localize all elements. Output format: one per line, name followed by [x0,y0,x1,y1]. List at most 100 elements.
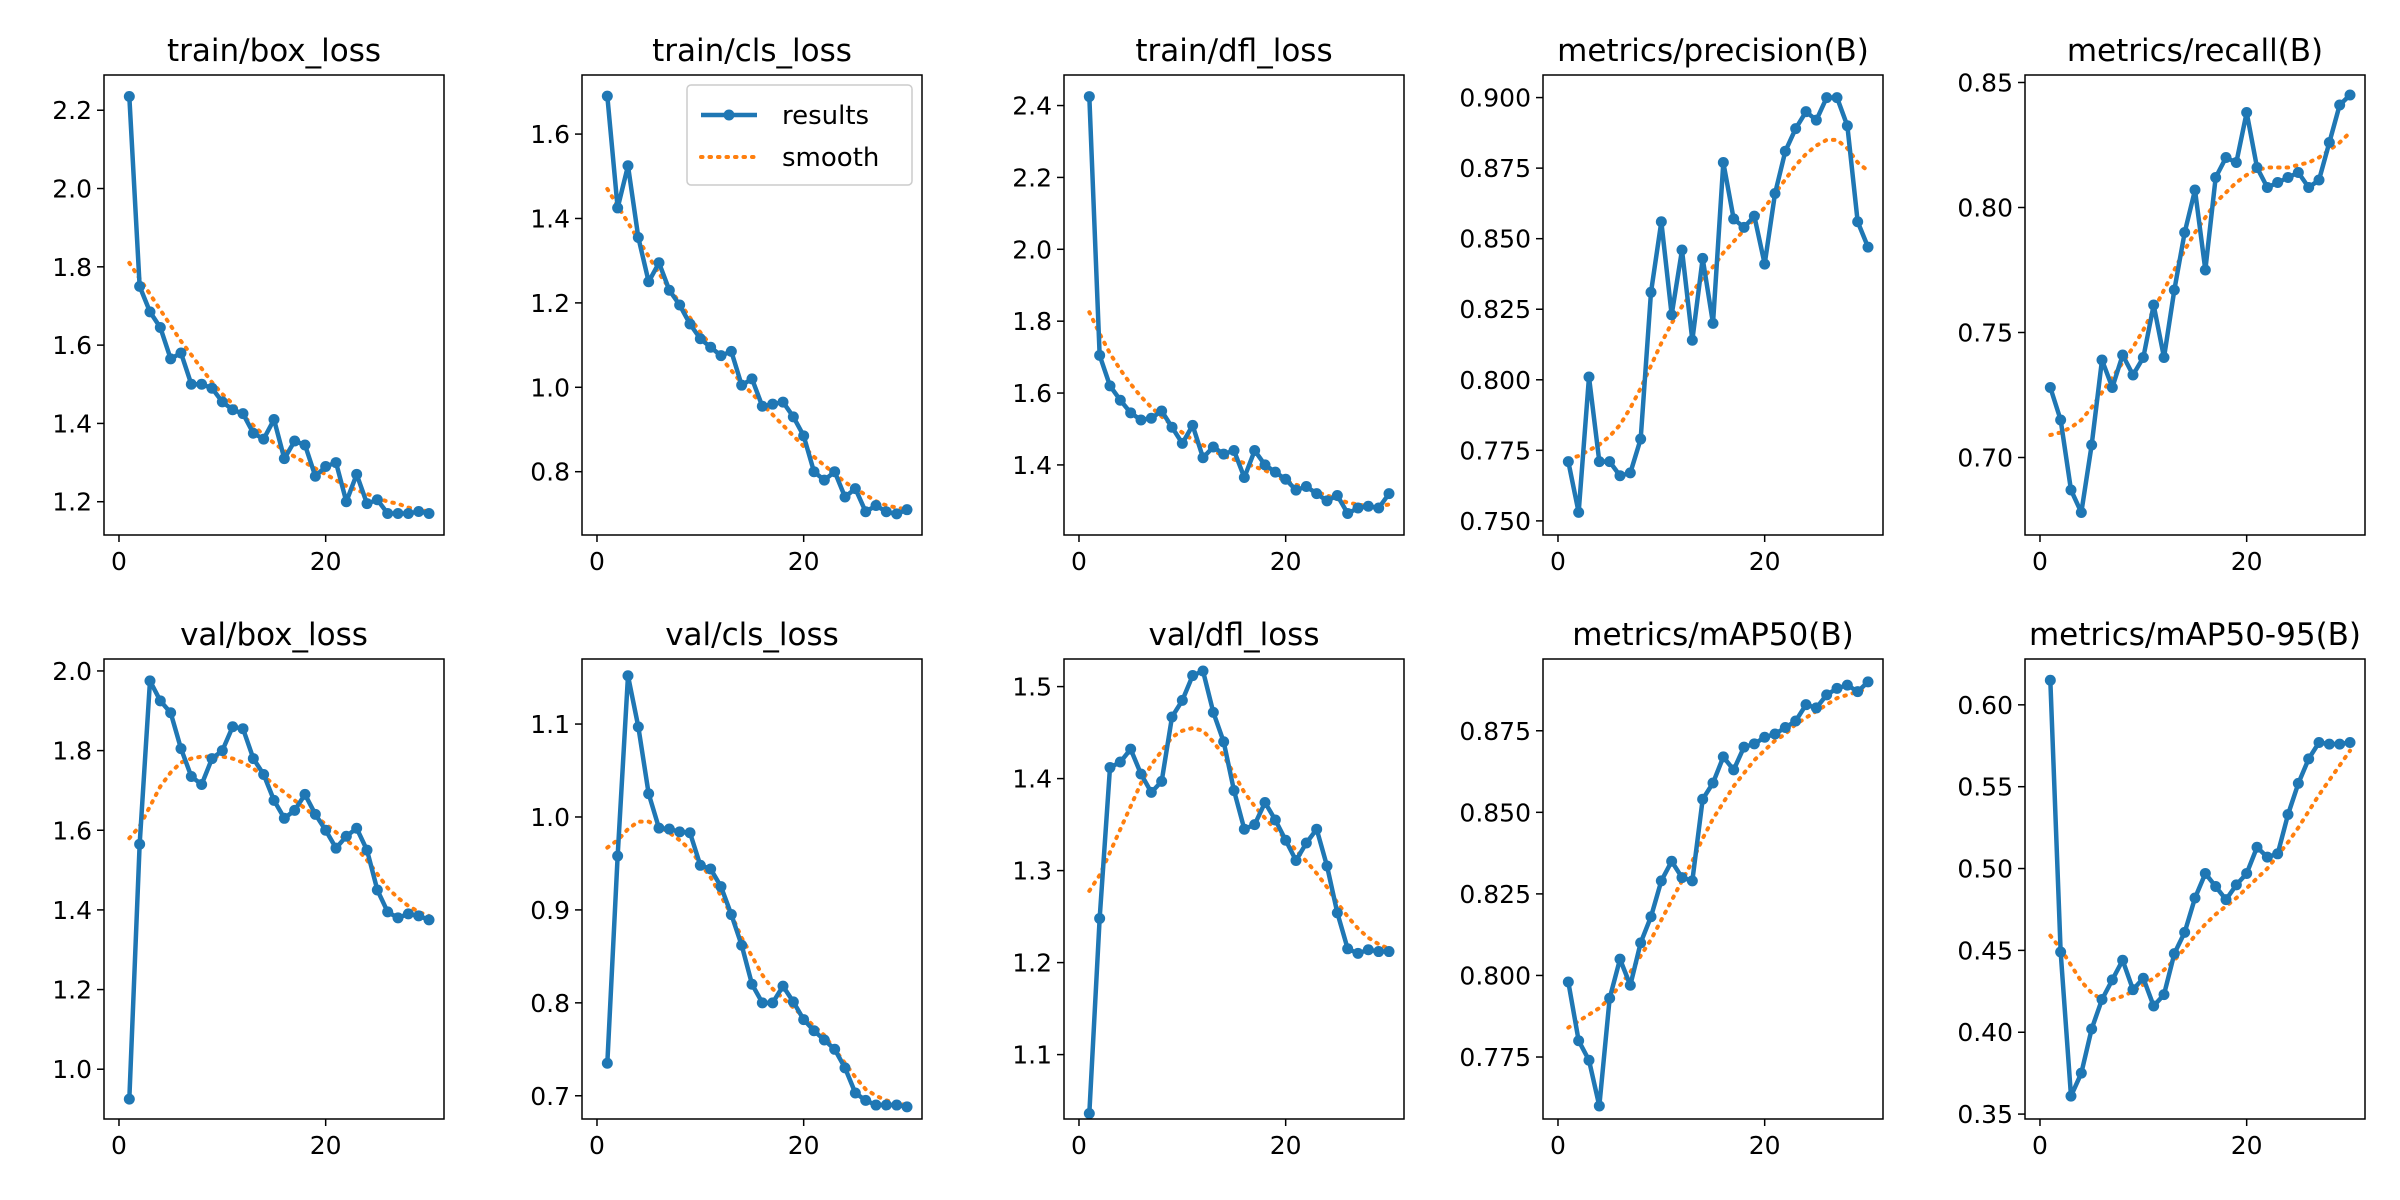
x-tick-label: 20 [310,1131,342,1160]
results-point [1311,823,1323,835]
results-point [901,504,913,516]
panel-metrics-map50-b: metrics/mAP50(B) 0.775 0.800 0.825 0.850 0.87… [1459,617,1884,1160]
results-point [1831,92,1843,104]
results-point [612,202,624,214]
series-results-line [127,678,430,1100]
series-results-line [1087,668,1390,1114]
results-point [2065,1090,2077,1102]
y-tick-label: 2.0 [52,657,92,686]
y-tick-label: 0.875 [1459,154,1531,183]
results-point [880,506,892,518]
results-point [622,160,634,172]
results-point [2086,1023,2098,1035]
results-point [1280,834,1292,846]
results-point [1249,445,1261,457]
results-point [767,997,779,1009]
results-point [2292,777,2304,789]
panel-title: val/cls_loss [665,617,839,653]
results-point [1362,500,1374,512]
results-point [216,745,228,757]
panel-title: val/dfl_loss [1149,617,1320,653]
results-point [612,850,624,862]
results-point [423,507,435,519]
results-point [278,453,290,465]
results-point [2344,736,2356,748]
results-point [1593,456,1605,468]
results-point [870,499,882,511]
results-point [1269,814,1281,826]
results-point [1342,507,1354,519]
axes-frame [103,658,445,1120]
results-point [2075,1067,2087,1079]
results-point [1125,743,1137,755]
results-point [1862,676,1874,688]
panel-val-dfl-loss: val/dfl_loss 1.1 1.2 1.3 1.4 1.5 0 20 [1012,617,1405,1160]
results-point [1197,452,1209,464]
y-tick-label: 0.900 [1459,84,1531,113]
results-point [382,906,394,918]
results-point [2210,172,2222,183]
results-point [1352,502,1364,514]
results-point [1573,506,1585,518]
results-point [154,322,166,334]
results-point [1238,823,1250,835]
results-point [2334,738,2346,750]
results-point [309,808,321,820]
x-tick-label: 20 [788,1131,820,1160]
y-tick-label: 2.4 [1012,92,1052,121]
results-point [1259,459,1271,471]
panel-metrics-map50-95-b: metrics/mAP50-95(B) 0.35 0.40 0.45 0.50 0.55 0… [1957,617,2366,1160]
results-point [1769,188,1781,200]
results-point [330,842,342,854]
results-point [1187,419,1199,431]
legend: results smooth [686,84,913,186]
results-point [1331,907,1343,919]
results-point [1759,258,1771,270]
series-results-line [1566,95,1871,515]
y-tick-label: 0.50 [1957,855,2013,884]
results-point [1738,221,1750,233]
results-point [829,466,841,478]
results-point [653,822,665,834]
results-point [1728,764,1740,776]
results-point [413,910,425,922]
results-point [1383,488,1395,500]
results-point [2261,182,2273,193]
results-point [2158,352,2170,363]
results-point [2323,137,2335,148]
results-point [2137,972,2149,984]
results-point [340,496,352,508]
results-point [1655,875,1667,887]
results-point [663,284,675,296]
results-point [196,778,208,790]
results-point [2189,892,2201,904]
results-point [1187,670,1199,682]
x-tick-label: 20 [2231,1131,2263,1160]
results-point [258,768,270,780]
results-point [268,414,280,426]
y-tick-label: 1.0 [52,1055,92,1084]
results-point [340,830,352,842]
series-smooth-line [605,186,910,512]
results-point [1614,470,1626,482]
x-tick-label: 20 [1749,1131,1781,1160]
results-point [299,439,311,451]
results-point [839,1062,851,1074]
results-point [829,1043,841,1055]
results-point [2272,177,2284,188]
results-point [2148,1000,2160,1012]
axes-frame [1542,74,1884,536]
y-tick-label: 1.5 [1012,673,1052,702]
results-point [725,345,737,357]
legend-results-marker [723,109,735,121]
results-point [1583,1054,1595,1066]
results-point [2282,809,2294,821]
y-tick-label: 0.800 [1459,366,1531,395]
results-point [1686,334,1698,346]
y-tick-label: 0.800 [1459,961,1531,990]
results-point [2261,851,2273,863]
y-tick-label: 1.6 [52,816,92,845]
results-point [1800,699,1812,711]
y-tick-label: 1.4 [52,409,92,438]
